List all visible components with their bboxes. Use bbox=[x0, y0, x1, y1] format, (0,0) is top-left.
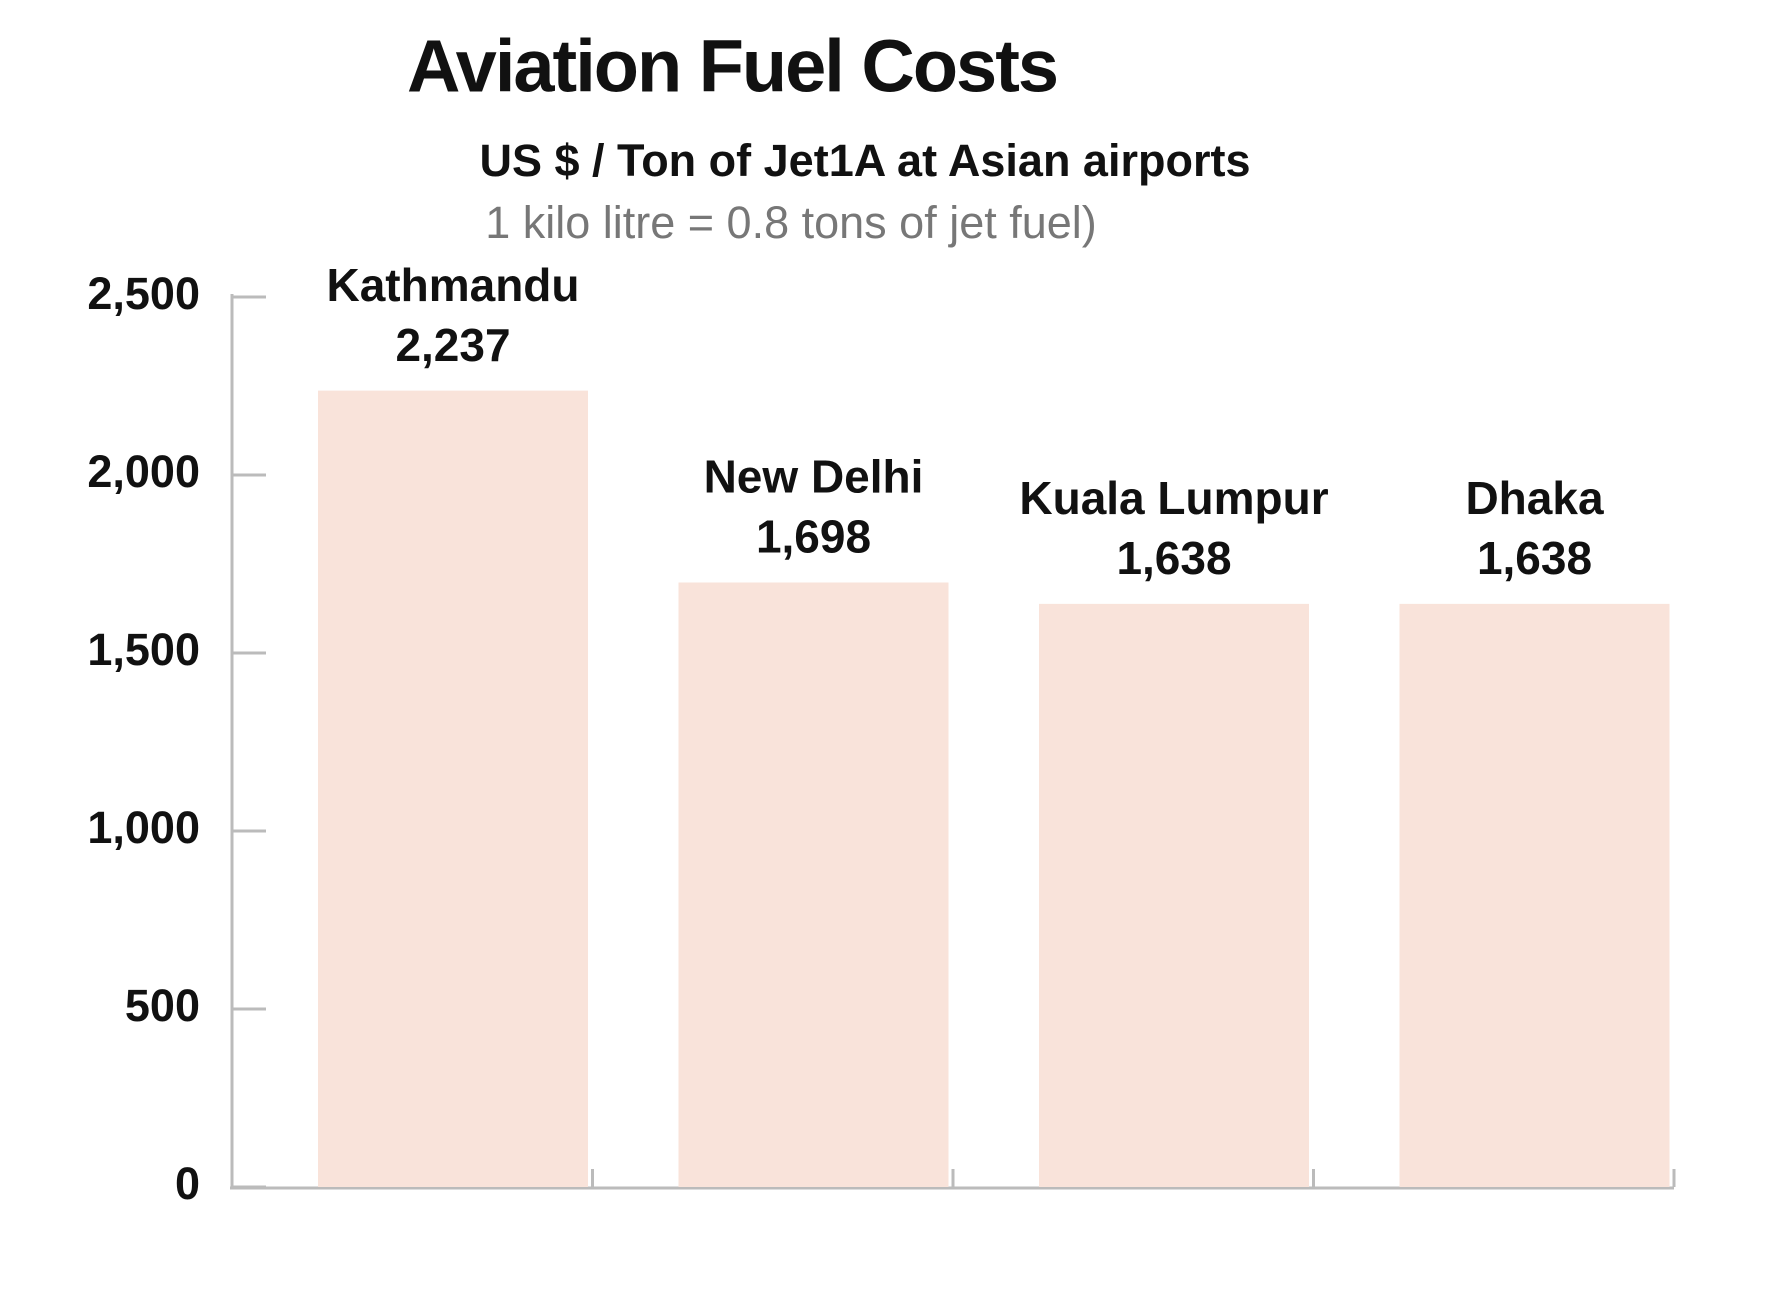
y-tick-label: 1,500 bbox=[87, 624, 200, 675]
category-label: Dhaka bbox=[1465, 472, 1603, 524]
bar bbox=[318, 390, 588, 1187]
chart-title: Aviation Fuel Costs bbox=[407, 25, 1057, 108]
category-label: New Delhi bbox=[704, 451, 924, 503]
chart-subtitle: US $ / Ton of Jet1A at Asian airports bbox=[480, 135, 1251, 186]
category-label: Kuala Lumpur bbox=[1019, 472, 1328, 524]
y-tick-label: 0 bbox=[175, 1158, 200, 1209]
bar bbox=[1039, 603, 1309, 1187]
value-label: 1,638 bbox=[1116, 532, 1231, 584]
value-label: 1,638 bbox=[1477, 532, 1592, 584]
bar bbox=[1399, 603, 1670, 1187]
y-tick-label: 500 bbox=[125, 980, 200, 1031]
bar bbox=[678, 582, 949, 1187]
category-label: Kathmandu bbox=[327, 259, 580, 311]
value-label: 1,698 bbox=[756, 511, 871, 563]
y-tick-label: 2,500 bbox=[87, 268, 200, 319]
y-tick-label: 2,000 bbox=[87, 446, 200, 497]
chart-note: 1 kilo litre = 0.8 tons of jet fuel) bbox=[485, 197, 1097, 248]
value-label: 2,237 bbox=[395, 319, 510, 371]
y-tick-label: 1,000 bbox=[87, 802, 200, 853]
